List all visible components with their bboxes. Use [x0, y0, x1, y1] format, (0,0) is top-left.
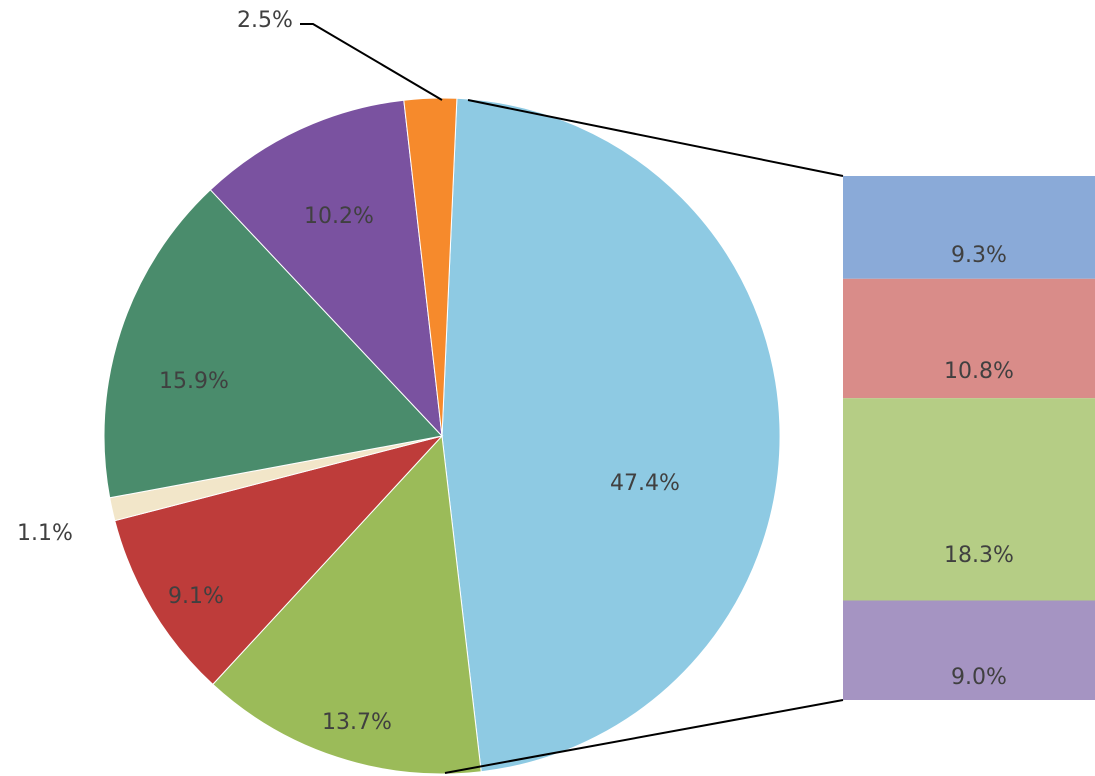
bar-segment-label: 9.0%: [951, 665, 1007, 690]
pie-slice-label: 47.4%: [610, 471, 680, 496]
leader-line-small-slice: [300, 23, 443, 101]
bar-segment: [843, 278, 1095, 399]
connector-lines: [300, 23, 844, 774]
pie-slice: [209, 99, 443, 438]
connector-line-top: [467, 99, 844, 177]
bar-segment: [843, 176, 1095, 279]
pie-slice-label: 1.1%: [17, 521, 73, 546]
pie: [103, 97, 781, 775]
connector-line-bottom: [444, 699, 844, 774]
pie-slice: [403, 97, 458, 437]
pie-slice-label: 2.5%: [237, 8, 293, 33]
pie-slice-label: 10.2%: [304, 204, 374, 229]
pie-slice: [114, 435, 444, 686]
bar-segment: [843, 398, 1095, 601]
bar-segment: [843, 600, 1095, 700]
secondary-bar: 9.3% 10.8% 18.3% 9.0%: [843, 176, 1095, 700]
bar-segment-label: 10.8%: [944, 359, 1014, 384]
pie-slice: [212, 434, 482, 775]
data-labels: 47.4% 13.7% 9.1% 1.1% 15.9% 10.2% 2.5%: [17, 8, 680, 735]
pie-slice: [441, 97, 781, 773]
pie-slice-label: 9.1%: [168, 584, 224, 609]
pie-slice: [103, 189, 443, 499]
bar-segment-label: 9.3%: [951, 243, 1007, 268]
pie-slice-label: 13.7%: [322, 710, 392, 735]
bar-segment-label: 18.3%: [944, 543, 1014, 568]
pie-slice-label: 15.9%: [159, 369, 229, 394]
